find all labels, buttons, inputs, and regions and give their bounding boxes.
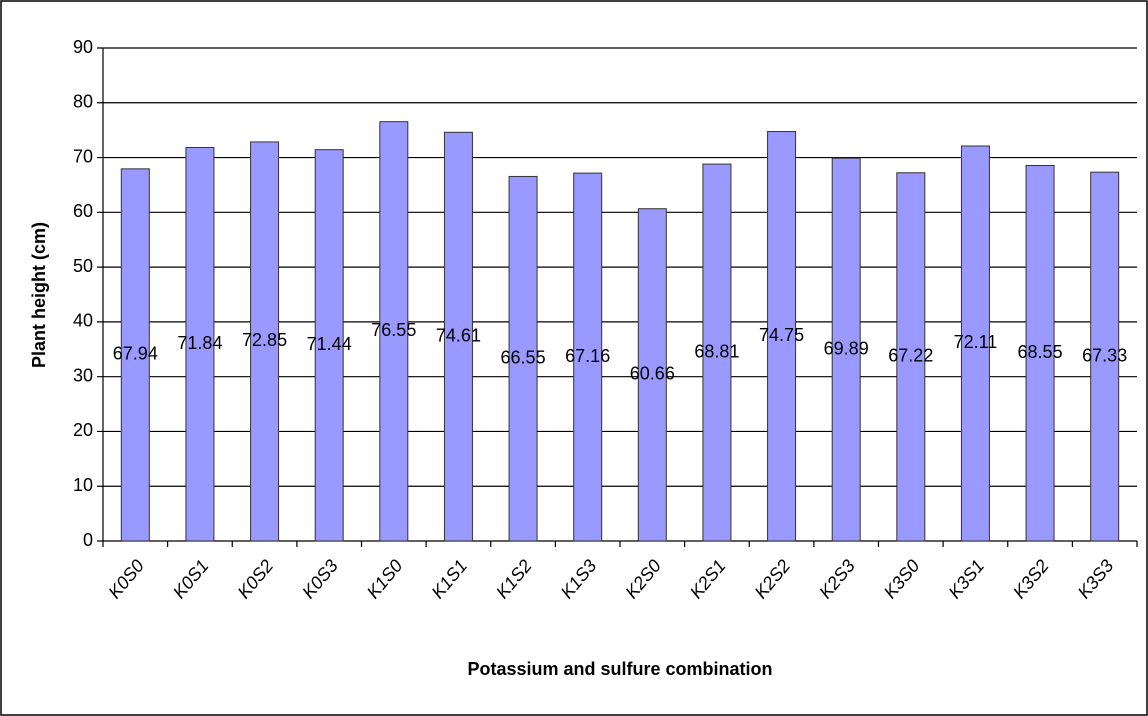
y-tick-label: 80 [73,92,93,112]
y-tick-label: 50 [73,256,93,276]
y-tick-label: 30 [73,365,93,385]
bar [1025,164,1055,542]
bar [314,149,344,542]
value-label: 72.11 [954,332,998,352]
value-label: 76.55 [371,320,416,340]
y-tick-label: 90 [73,37,93,57]
value-label: 60.66 [630,364,675,384]
bar [379,121,409,542]
bar [508,175,538,542]
value-label: 71.44 [307,334,352,354]
bar [1090,171,1120,542]
value-label: 74.61 [436,325,481,345]
y-tick-label: 60 [73,201,93,221]
value-label: 74.75 [759,325,804,345]
bar [120,168,150,542]
bar [831,157,861,542]
y-tick-label: 20 [73,420,93,440]
bar [250,141,280,542]
value-label: 72.85 [242,330,287,350]
value-label: 67.94 [113,344,158,364]
bar [960,145,990,542]
bar [573,172,603,542]
bar [767,131,797,542]
bar [702,163,732,542]
x-axis-title: Potassium and sulfure combination [467,659,772,679]
y-tick-label: 70 [73,146,93,166]
y-tick-label: 0 [83,530,93,550]
bar [185,146,215,542]
value-label: 68.81 [694,341,739,361]
bar [443,131,473,542]
value-label: 69.89 [824,338,869,358]
bar [896,172,926,542]
value-label: 67.22 [888,346,933,366]
value-label: 67.33 [1082,345,1127,365]
y-tick-label: 10 [73,475,93,495]
bar [637,208,667,542]
value-label: 71.84 [177,333,222,353]
value-label: 67.16 [565,346,610,366]
y-axis-title: Plant height (cm) [29,222,49,368]
value-label: 68.55 [1018,342,1063,362]
y-tick-label: 40 [73,311,93,331]
value-label: 66.55 [501,347,546,367]
